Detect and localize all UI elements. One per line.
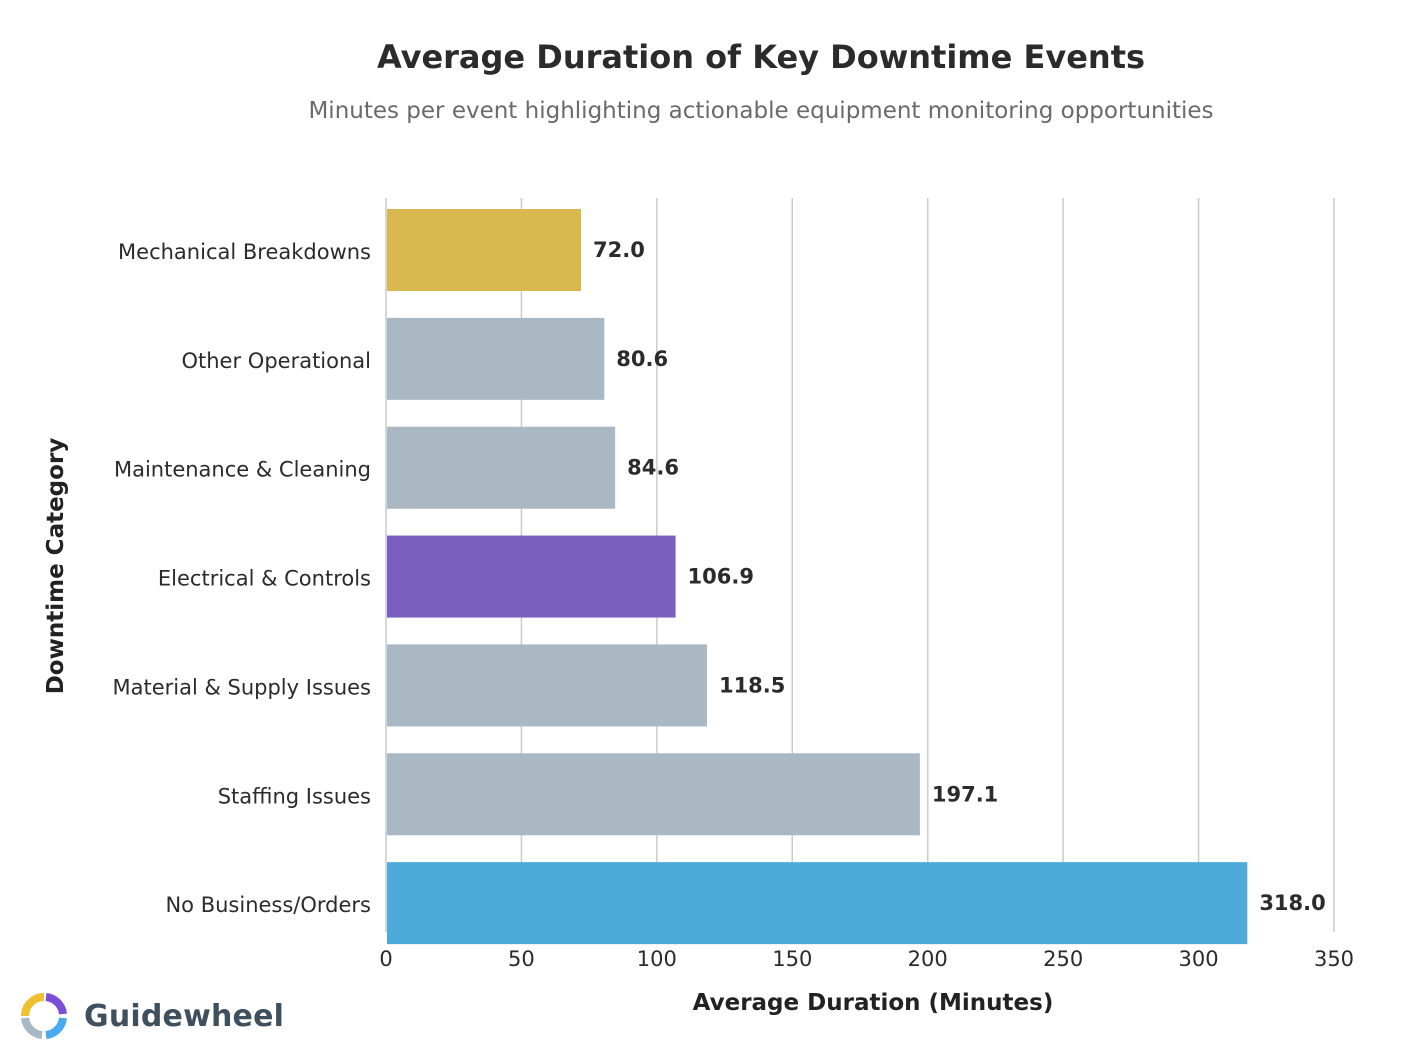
bar: [387, 862, 1248, 945]
guidewheel-logo-icon: [21, 993, 67, 1039]
category-label: Staffing Issues: [218, 784, 371, 808]
bars: [387, 209, 1248, 945]
x-tick-labels: 0 50 100 150 200 250 300 350: [379, 947, 1354, 971]
category-label: Other Operational: [181, 349, 371, 373]
x-tick-label: 150: [772, 947, 812, 971]
value-labels: 72.0 80.6 84.6 106.9 118.5 197.1 318.0: [593, 238, 1326, 915]
value-label: 80.6: [616, 347, 668, 371]
chart-subtitle: Minutes per event highlighting actionabl…: [308, 98, 1214, 124]
x-tick-label: 300: [1179, 947, 1219, 971]
x-tick-label: 0: [379, 947, 392, 971]
brand-logo: Guidewheel: [18, 990, 284, 1042]
value-label: 106.9: [688, 565, 754, 589]
value-label: 318.0: [1259, 891, 1325, 915]
category-label: Maintenance & Cleaning: [114, 458, 371, 482]
value-label: 118.5: [719, 673, 785, 697]
value-label: 197.1: [932, 782, 998, 806]
category-label: No Business/Orders: [165, 893, 371, 917]
bar: [387, 209, 582, 291]
bar: [387, 753, 920, 836]
chart-title: Average Duration of Key Downtime Events: [376, 38, 1146, 76]
bar: [387, 535, 676, 618]
category-label: Material & Supply Issues: [112, 675, 371, 699]
y-axis-label: Downtime Category: [43, 438, 69, 695]
x-tick-label: 350: [1314, 947, 1354, 971]
bar: [387, 426, 616, 509]
bar: [387, 317, 605, 400]
x-tick-label: 250: [1043, 947, 1083, 971]
x-tick-label: 50: [508, 947, 535, 971]
category-label: Mechanical Breakdowns: [118, 240, 371, 264]
x-tick-label: 200: [908, 947, 948, 971]
x-tick-label: 100: [637, 947, 677, 971]
brand-name: Guidewheel: [84, 998, 285, 1034]
bar: [387, 644, 707, 727]
category-labels: Mechanical Breakdowns Other Operational Ma…: [112, 240, 371, 917]
category-label: Electrical & Controls: [158, 567, 371, 591]
value-label: 72.0: [593, 238, 645, 262]
x-axis-label: Average Duration (Minutes): [693, 990, 1054, 1016]
value-label: 84.6: [627, 456, 679, 480]
